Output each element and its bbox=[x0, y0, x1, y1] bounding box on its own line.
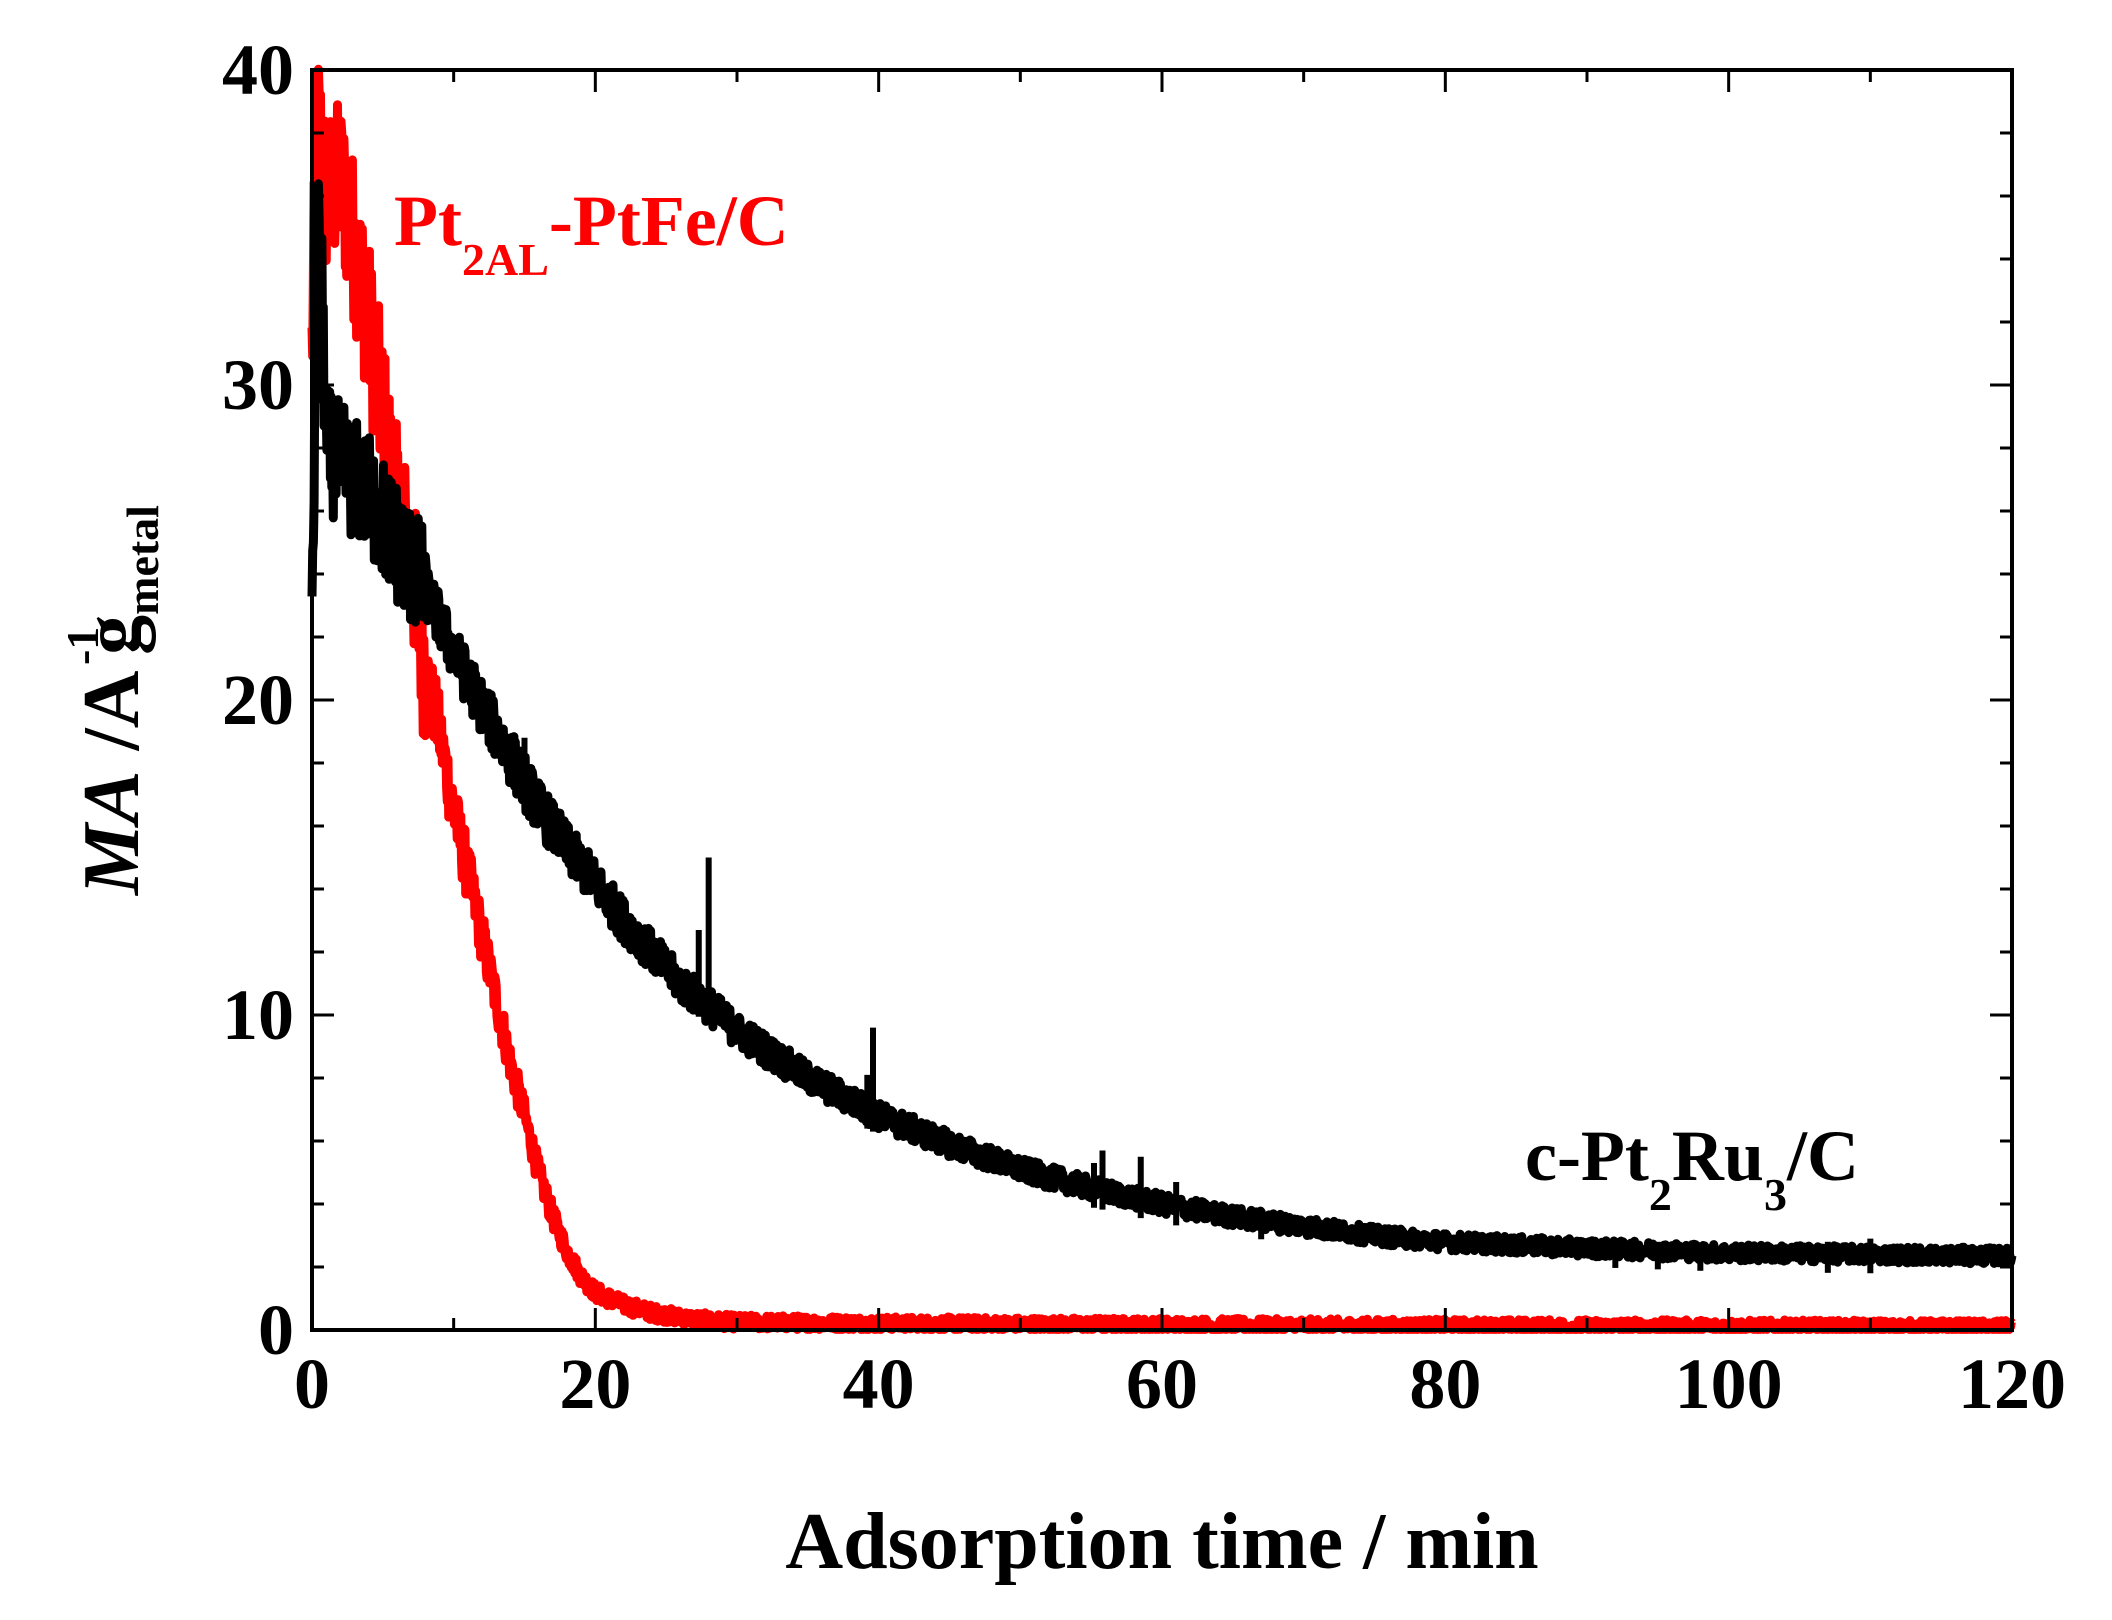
y-tick-label: 0 bbox=[258, 1290, 294, 1370]
tick-layer bbox=[310, 68, 2014, 1332]
x-tick-label: 0 bbox=[294, 1344, 330, 1424]
y-tick-label: 10 bbox=[222, 975, 294, 1055]
series-label-pt2al-ptfe-part-2: -PtFe/C bbox=[549, 181, 789, 261]
y-axis-title-unit-sub: metal bbox=[117, 505, 168, 615]
x-tick-label: 120 bbox=[1958, 1344, 2066, 1424]
series-label-c-pt2ru3-part-3: /C bbox=[1786, 1116, 1859, 1196]
series-label-c-pt2ru3-sub-2: 3 bbox=[1764, 1169, 1787, 1220]
series-label-c-pt2ru3: c-Pt2Ru3/C bbox=[1525, 1116, 1859, 1220]
x-tick-label: 40 bbox=[843, 1344, 915, 1424]
y-tick-label: 40 bbox=[222, 30, 294, 110]
y-tick-label: 30 bbox=[222, 345, 294, 425]
ticklabel-layer: 0 20 40 60 80 100 120 0 10 20 30 40 bbox=[222, 30, 2066, 1424]
series-label-pt2al-ptfe: Pt2AL-PtFe/C bbox=[394, 181, 789, 285]
series-label-pt2al-ptfe-sub: 2AL bbox=[462, 234, 549, 285]
x-tick-label: 100 bbox=[1675, 1344, 1783, 1424]
y-axis-title-unit: /A g bbox=[68, 615, 156, 771]
x-axis-title: Adsorption time / min bbox=[785, 1498, 1538, 1586]
x-tick-label: 60 bbox=[1126, 1344, 1198, 1424]
series-label-pt2al-ptfe-part-1: Pt bbox=[394, 181, 462, 261]
x-tick-label: 80 bbox=[1409, 1344, 1481, 1424]
y-axis-title: MA /A gmetal-1 bbox=[57, 505, 168, 897]
y-tick-label: 20 bbox=[222, 660, 294, 740]
series-label-c-pt2ru3-part-2: Ru bbox=[1672, 1116, 1764, 1196]
series-line bbox=[307, 179, 2017, 1269]
series-label-c-pt2ru3-part-1: c-Pt bbox=[1525, 1116, 1649, 1196]
y-axis-title-unit-sup: -1 bbox=[57, 627, 108, 665]
y-axis-title-main: MA bbox=[68, 770, 156, 897]
series-label-c-pt2ru3-sub-1: 2 bbox=[1649, 1169, 1672, 1220]
x-tick-label: 20 bbox=[559, 1344, 631, 1424]
series-c-pt2ru3 bbox=[307, 179, 2017, 1274]
